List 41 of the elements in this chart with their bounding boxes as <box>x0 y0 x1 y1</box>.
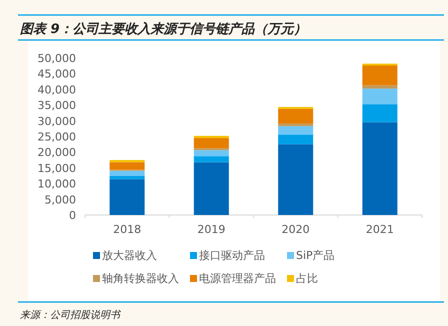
legend-label: 放大器收入 <box>102 249 157 262</box>
bar <box>278 124 314 126</box>
y-tick-label: 30,000 <box>38 114 76 128</box>
y-tick-label: 50,000 <box>38 52 76 65</box>
legend-label: SiP产品 <box>296 249 335 262</box>
bar <box>110 179 145 215</box>
bar <box>110 162 145 170</box>
x-tick-label: 2021 <box>366 223 394 236</box>
legend-label: 占比 <box>296 272 318 285</box>
bar <box>194 162 229 215</box>
y-tick-label: 10,000 <box>38 178 76 191</box>
bar <box>278 108 314 124</box>
bar <box>110 170 145 176</box>
source-note: 来源：公司招股说明书 <box>20 309 121 321</box>
bar <box>362 66 398 86</box>
x-tick-label: 2019 <box>197 223 226 236</box>
bar <box>362 88 398 104</box>
x-tick-label: 2018 <box>113 223 142 236</box>
bar <box>362 104 398 122</box>
bar <box>278 126 314 135</box>
bar <box>194 136 229 138</box>
bar <box>194 138 229 148</box>
bar <box>278 134 314 144</box>
bar <box>278 144 314 215</box>
bar <box>194 156 229 162</box>
bar <box>362 122 398 215</box>
y-tick-label: 45,000 <box>38 68 76 81</box>
legend-label: 接口驱动产品 <box>199 249 265 262</box>
y-tick-label: 20,000 <box>38 146 76 160</box>
y-tick-label: 25,000 <box>38 130 76 144</box>
y-tick-label: 0 <box>69 209 76 222</box>
bar <box>362 85 398 89</box>
y-tick-label: 40,000 <box>38 83 76 96</box>
legend-label: 轴角转换器收入 <box>102 272 179 285</box>
legend-label: 电源管理器产品 <box>199 272 276 285</box>
chart-title: 图表 9：公司主要收入来源于信号链产品（万元） <box>20 21 307 37</box>
y-tick-label: 15,000 <box>38 162 76 175</box>
x-tick-label: 2020 <box>282 223 310 236</box>
bar <box>194 150 229 156</box>
y-tick-label: 35,000 <box>38 99 76 112</box>
y-tick-label: 5,000 <box>44 193 76 206</box>
